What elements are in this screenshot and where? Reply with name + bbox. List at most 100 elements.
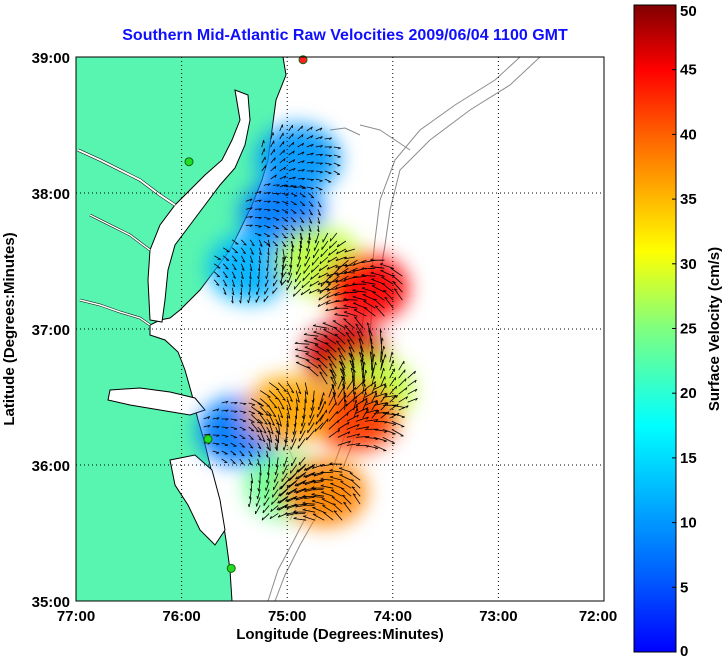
velocity-arrow-head: [243, 243, 247, 246]
velocity-arrow: [327, 256, 338, 263]
velocity-arrow: [259, 398, 270, 407]
velocity-arrow: [270, 505, 279, 513]
velocity-arrow: [339, 474, 352, 481]
velocity-arrow-head: [280, 282, 283, 286]
colorbar-tick-label: 10: [680, 515, 697, 532]
velocity-arrow: [362, 383, 365, 395]
velocity-arrow: [239, 450, 245, 457]
velocity-arrow-head: [311, 144, 314, 147]
velocity-arrow: [382, 283, 394, 293]
velocity-arrow-head: [284, 228, 288, 230]
x-tick-label: 73:00: [479, 608, 517, 625]
velocity-arrow-head: [333, 510, 337, 513]
velocity-arrow: [319, 256, 329, 265]
colorbar-tick-label: 0: [680, 643, 688, 659]
velocity-arrow: [311, 500, 325, 505]
velocity-arrow: [270, 165, 277, 172]
velocity-arrow: [314, 422, 324, 432]
velocity-arrow-head: [249, 446, 254, 449]
velocity-arrow: [270, 148, 275, 156]
velocity-arrow-head: [243, 403, 247, 406]
velocity-arrow: [279, 497, 288, 504]
velocity-arrow: [221, 434, 229, 437]
velocity-arrow-head: [256, 284, 259, 288]
velocity-arrow: [230, 434, 237, 438]
velocity-arrow: [295, 355, 310, 361]
velocity-arrow-head: [326, 280, 330, 284]
velocity-arrow-head: [250, 260, 254, 264]
velocity-arrow: [257, 426, 263, 433]
velocity-arrow: [249, 255, 254, 263]
rappahannock-river-fill: [89, 214, 151, 251]
velocity-arrow-head: [344, 399, 347, 403]
velocity-arrow: [268, 398, 278, 409]
velocity-arrow: [288, 264, 293, 276]
velocity-arrow: [323, 512, 334, 521]
velocity-arrow: [263, 191, 271, 194]
velocity-arrow-head: [384, 392, 387, 396]
velocity-arrow: [279, 132, 284, 140]
velocity-arrow-head: [249, 216, 253, 219]
velocity-arrow-head: [307, 366, 311, 368]
velocity-arrow-head: [301, 142, 304, 146]
velocity-arrow: [317, 225, 320, 232]
velocity-arrow-head: [317, 303, 320, 307]
velocity-arrow: [285, 495, 298, 502]
velocity-arrow: [262, 505, 270, 514]
velocity-arrow: [317, 209, 321, 216]
velocity-arrow-head: [268, 448, 271, 451]
velocity-arrow: [318, 398, 324, 411]
velocity-arrow: [407, 388, 418, 395]
velocity-arrow: [274, 263, 278, 271]
velocity-arrow: [366, 322, 373, 337]
velocity-arrow: [364, 400, 378, 406]
velocity-arrow: [239, 426, 246, 431]
velocity-arrow: [389, 368, 395, 379]
velocity-arrow: [362, 375, 364, 387]
velocity-arrow-head: [311, 161, 314, 165]
y-axis: 39:00 38:00 37:00 36:00 35:00 Latitude (…: [1, 50, 70, 611]
velocity-arrow: [268, 390, 279, 400]
velocity-arrow: [309, 406, 315, 419]
velocity-arrow-head: [257, 421, 261, 424]
velocity-arrow: [303, 406, 306, 419]
velocity-arrow-head: [379, 329, 383, 333]
velocity-arrow-head: [248, 462, 252, 466]
velocity-arrow: [291, 240, 294, 252]
velocity-arrow-head: [414, 379, 417, 383]
velocity-arrow-head: [352, 295, 356, 298]
velocity-arrow: [281, 279, 287, 286]
velocity-arrow-head: [355, 399, 358, 403]
velocity-arrow: [259, 390, 271, 398]
velocity-arrow: [309, 280, 320, 287]
velocity-arrow: [248, 418, 255, 423]
velocity-arrow: [337, 394, 347, 406]
velocity-arrow-head: [402, 407, 406, 409]
velocity-arrow: [263, 295, 269, 303]
velocity-arrow-head: [295, 476, 298, 480]
velocity-arrow-head: [207, 416, 211, 420]
velocity-arrow-head: [345, 264, 348, 268]
velocity-arrow: [231, 295, 234, 304]
velocity-arrow-head: [383, 383, 387, 387]
velocity-arrow: [371, 285, 385, 293]
velocity-arrow-head: [307, 240, 309, 244]
velocity-arrow: [304, 382, 309, 395]
velocity-arrow-head: [287, 477, 290, 482]
velocity-arrow: [240, 255, 246, 263]
velocity-arrow-head: [284, 512, 288, 515]
velocity-arrow: [364, 307, 376, 317]
velocity-arrow-head: [250, 438, 254, 440]
map-title: Southern Mid-Atlantic Raw Velocities 200…: [122, 27, 568, 44]
velocity-arrow-head: [316, 357, 321, 360]
velocity-arrow: [334, 299, 349, 303]
velocity-arrow: [281, 209, 289, 213]
velocity-arrow: [323, 329, 337, 337]
velocity-arrow: [343, 318, 355, 329]
velocity-arrow-head: [241, 446, 245, 448]
james-river-fill: [79, 299, 151, 326]
velocity-arrow-head: [302, 488, 306, 491]
velocity-arrow-head: [290, 391, 295, 394]
velocity-arrow: [305, 248, 311, 260]
velocity-arrow: [273, 279, 278, 287]
